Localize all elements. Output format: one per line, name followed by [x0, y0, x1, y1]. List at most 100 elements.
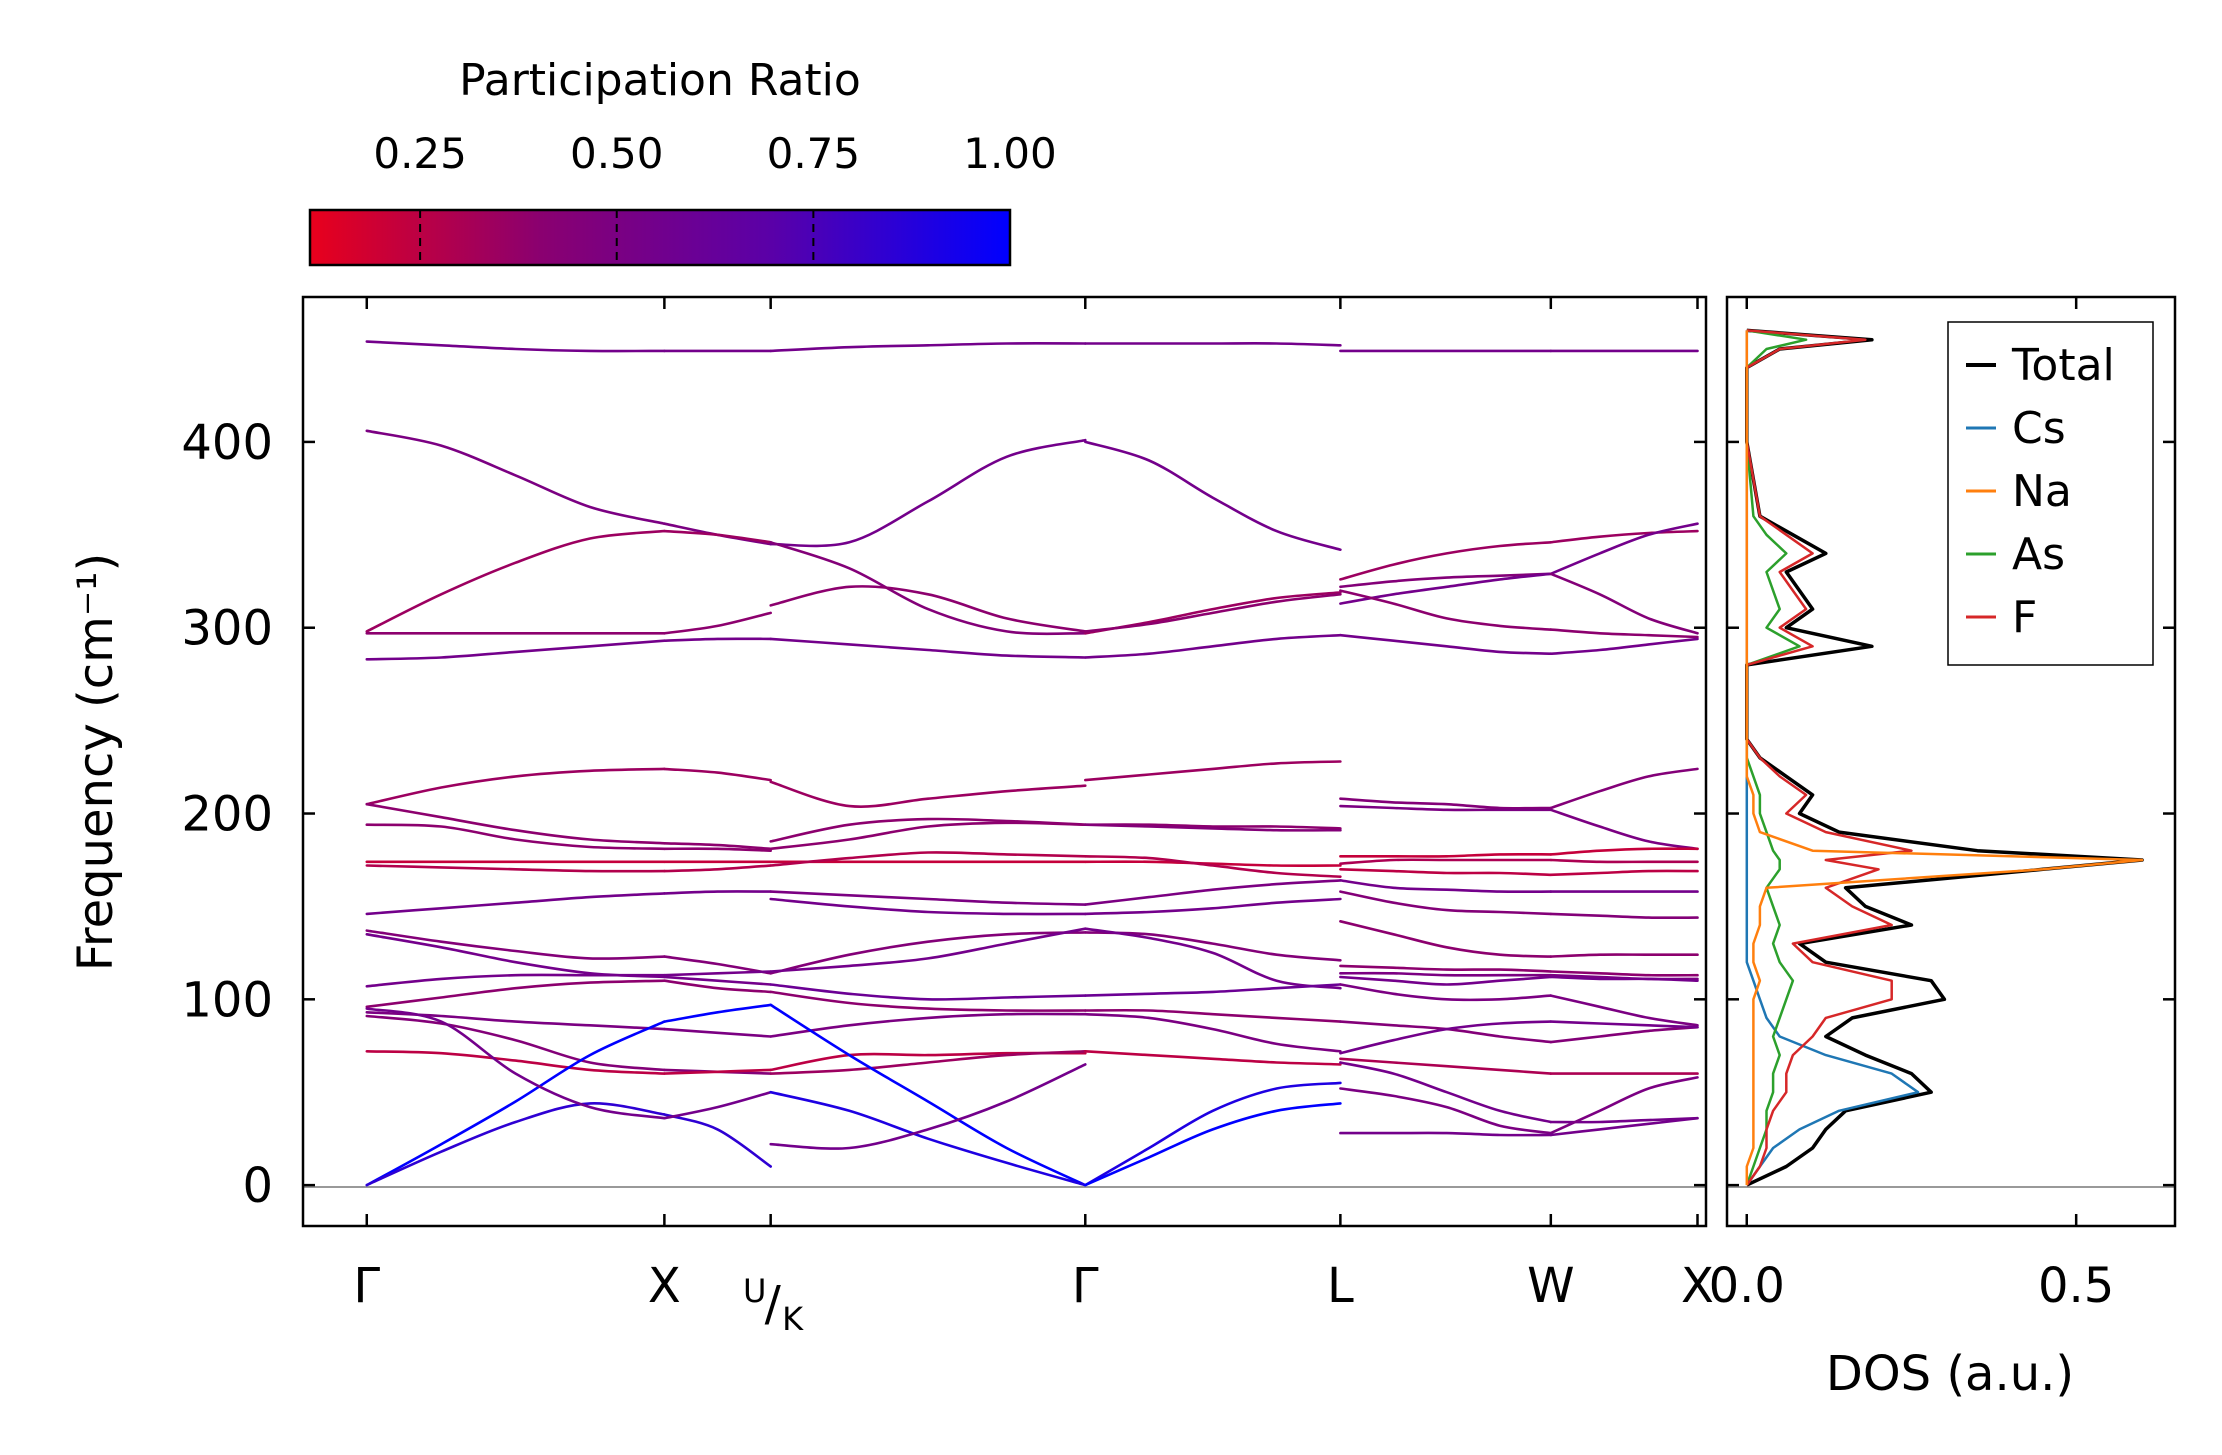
phonon-band [769, 438, 1087, 548]
kpoint-axis-ticks: Γ X U/K Γ L W X [353, 297, 1714, 1338]
phonon-band [1339, 1057, 1553, 1075]
phonon-band [769, 817, 1087, 843]
phonon-band [1549, 767, 1699, 810]
phonon-bands [365, 340, 1699, 1187]
dos-axis-label: DOS (a.u.) [1826, 1346, 2074, 1402]
phonon-band [1339, 964, 1553, 973]
phonon-band [769, 927, 1087, 973]
frequency-axis-label: Frequency (cm⁻¹) [68, 553, 124, 971]
phonon-band [365, 639, 666, 661]
phonon-band [365, 1050, 666, 1075]
phonon-band [1549, 637, 1699, 655]
dos-line-na [1745, 330, 2144, 1186]
phonon-band [1084, 931, 1342, 962]
dos-x-tick-label: 0.5 [2038, 1258, 2114, 1314]
phonon-band [365, 929, 666, 960]
phonon-band [1084, 633, 1342, 659]
dos-axis-ticks: 0.0 0.5 [1709, 297, 2175, 1314]
phonon-band [1339, 920, 1553, 958]
kpoint-label: X [1681, 1258, 1714, 1314]
phonon-band [365, 802, 666, 845]
phonon-band [1084, 1081, 1342, 1187]
colorbar-tick-label: 0.50 [570, 129, 664, 178]
phonon-band [365, 529, 666, 633]
phonon-band [1549, 1076, 1699, 1135]
colorbar-tick-label: 1.00 [963, 129, 1057, 178]
phonon-band [1339, 804, 1553, 812]
phonon-band [769, 1063, 1087, 1150]
phonon-band [1084, 879, 1342, 906]
phonon-band [1339, 589, 1553, 631]
phonon-band [1084, 855, 1342, 878]
phonon-band [1549, 572, 1699, 635]
phonon-band [769, 1050, 1087, 1075]
dos-line-total [1745, 328, 2144, 1187]
dos-panel: 0.0 0.5 DOS (a.u.) Total Cs Na As F [1709, 295, 2177, 1402]
phonon-band [1339, 1087, 1553, 1135]
phonon-band [1549, 994, 1699, 1027]
colorbar [308, 208, 1012, 267]
phonon-band [663, 864, 772, 873]
kpoint-label: Γ [1072, 1258, 1099, 1314]
dos-curves [1745, 328, 2144, 1187]
phonon-band [769, 890, 1087, 906]
phonon-band [365, 823, 666, 851]
phonon-band [1549, 808, 1699, 851]
phonon-band [1339, 983, 1553, 1002]
phonon-band [365, 1007, 666, 1120]
phonon-band [663, 1113, 772, 1168]
phonon-band [1549, 1020, 1699, 1029]
phonon-band [365, 340, 666, 353]
phonon-band [1339, 633, 1553, 655]
y-tick-label: 100 [181, 972, 273, 1028]
phonon-band [1339, 890, 1553, 916]
phonon-band [1549, 628, 1699, 639]
band-structure-panel: 0 100 200 300 400 Γ X U/K Γ L W X Frequency (cm⁻¹) [68, 295, 1714, 1338]
phonon-band [1339, 541, 1553, 581]
phonon-band [769, 851, 1087, 867]
phonon-band [1339, 971, 1553, 977]
phonon-band [365, 892, 666, 916]
phonon-band [769, 983, 1087, 1001]
phonon-band [365, 429, 666, 525]
legend-box [1947, 321, 2154, 666]
phonon-band [769, 897, 1087, 916]
legend-label-as: As [2012, 529, 2065, 580]
phonon-band [1084, 823, 1342, 830]
phonon-band [1084, 760, 1342, 782]
phonon-band [663, 1090, 772, 1120]
phonon-band [1339, 975, 1553, 986]
phonon-band [1549, 869, 1699, 877]
colorbar-ticks [419, 210, 815, 265]
dos-x-tick-label: 0.0 [1709, 1258, 1785, 1314]
phonon-band [663, 1027, 772, 1038]
y-tick-label: 400 [181, 415, 273, 471]
phonon-band [1549, 953, 1699, 958]
phonon-band [1549, 529, 1699, 544]
phonon-band [1084, 593, 1342, 633]
phonon-band [663, 637, 772, 642]
dos-line-cs [1745, 330, 1920, 1186]
phonon-band [769, 1003, 1087, 1187]
phonon-band [1339, 1061, 1553, 1124]
phonon-band [1084, 1102, 1342, 1187]
kpoint-label: W [1527, 1258, 1574, 1314]
phonon-band [663, 970, 772, 977]
phonon-band [769, 585, 1087, 633]
phonon-band [1084, 1008, 1342, 1023]
phonon-band [769, 1090, 1087, 1187]
phonon-band [1084, 1050, 1342, 1066]
phonon-band [663, 1003, 772, 1023]
band-plot-frame [301, 295, 1708, 1228]
dos-legend: Total Cs Na As F [1947, 321, 2154, 666]
phonon-band [1549, 847, 1699, 856]
legend-label-na: Na [2012, 466, 2072, 517]
phonon-band [1339, 572, 1553, 605]
colorbar-tick-label: 0.75 [767, 129, 861, 178]
dos-line-as [1745, 329, 1808, 1186]
y-tick-label: 0 [242, 1158, 273, 1214]
kpoint-label: Γ [353, 1258, 380, 1314]
kpoint-label-u: U [743, 1272, 766, 1310]
dos-line-f [1745, 329, 1913, 1186]
phonon-band [1084, 342, 1342, 347]
